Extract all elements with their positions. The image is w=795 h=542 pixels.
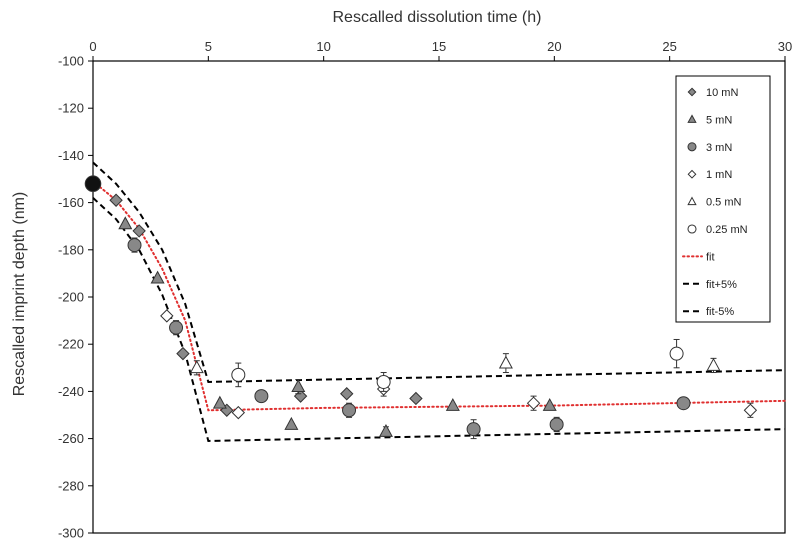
point-0-25-mn [376,374,391,389]
point-3-mn [84,175,102,193]
x-tick-label: 5 [205,39,212,54]
point-5-mn [284,416,299,430]
point-10-mn [409,391,423,406]
legend-label: 0.25 mN [706,224,748,236]
point-1-mn [743,403,758,417]
legend-label: 10 mN [706,87,738,99]
point-5-mn [542,398,557,411]
legend-label: 5 mN [706,114,732,126]
x-tick-label: 20 [547,39,561,54]
point-1-mn [160,309,174,323]
y-tick-label: -180 [58,242,84,257]
y-tick-label: -140 [58,148,84,163]
point-10-mn [132,224,146,238]
legend-label: fit+5% [706,279,737,291]
x-axis-title: Rescalled dissolution time (h) [333,9,542,26]
plot-area [92,60,786,534]
point-5-mn [445,398,460,411]
point-0-5-mn [189,360,204,374]
point-3-mn [254,389,269,404]
y-tick-label: -300 [58,526,84,541]
y-tick-label: -100 [58,54,84,69]
point-3-mn [549,417,564,432]
legend-label: 1 mN [706,169,732,181]
legend: 10 mN 5 mN 3 mN 1 mN 0.5 mN 0.25 mN fit fit+5% f… [675,75,771,323]
x-tick-label: 15 [432,39,446,54]
point-3-mn [466,422,481,437]
legend-marker [687,169,697,179]
y-tick-label: -260 [58,431,84,446]
point-3-mn [169,320,184,335]
point-10-mn [176,346,190,361]
fit-line-0 [92,180,786,412]
point-0-5-mn [498,355,513,369]
point-5-mn [118,216,133,230]
x-tick-label: 0 [89,39,96,54]
legend-label: fit [706,251,715,263]
legend-marker [687,87,697,97]
axis-ticks: 0 5 10 15 20 25 30 -100 -120 -140 -160 -180 -200 -220… [58,39,792,541]
legend-label: 3 mN [706,142,732,154]
x-tick-label: 10 [316,39,330,54]
y-tick-label: -160 [58,195,84,210]
point-5-mn [378,423,393,437]
x-tick-label: 30 [778,39,792,54]
y-tick-label: -240 [58,384,84,399]
y-tick-label: -280 [58,478,84,493]
legend-marker [687,196,697,206]
y-tick-label: -120 [58,101,84,116]
y-axis-title: Rescalled imprint depth (nm) [11,192,28,397]
point-3-mn [676,396,691,411]
y-tick-label: -220 [58,337,84,352]
data-markers [84,175,758,440]
point-5-mn [212,395,227,409]
point-1-mn [231,405,246,420]
fit-line-1 [92,161,786,383]
legend-label: fit-5% [706,306,734,318]
x-tick-label: 25 [662,39,676,54]
point-5-mn [291,379,306,393]
point-3-mn [342,403,357,418]
legend-marker [687,224,697,234]
point-0-25-mn [231,367,246,382]
legend-marker [687,142,697,152]
point-0-5-mn [706,357,721,371]
y-tick-label: -200 [58,290,84,305]
point-3-mn [127,238,142,253]
point-5-mn [150,270,165,284]
point-10-mn [109,193,123,207]
legend-label: 0.5 mN [706,197,742,209]
legend-marker [687,114,697,123]
point-10-mn [340,387,354,401]
point-0-25-mn [669,346,684,361]
point-1-mn [526,396,541,410]
